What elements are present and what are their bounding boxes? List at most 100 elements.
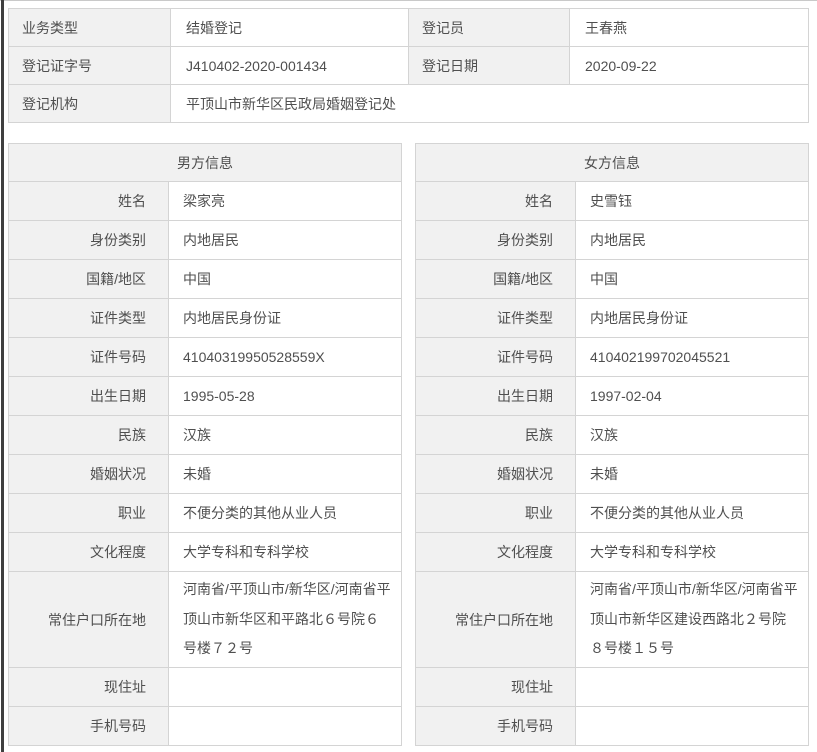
field-label: 职业 [415,493,576,533]
table-row: 姓名 梁家亮 [8,181,402,221]
field-value: 大学专科和专科学校 [168,532,402,572]
field-label: 职业 [8,493,169,533]
field-value [168,667,402,707]
field-label: 身份类别 [415,220,576,260]
field-label: 婚姻状况 [415,454,576,494]
field-label: 现住址 [415,667,576,707]
field-value: 不便分类的其他从业人员 [168,493,402,533]
cert-number-label: 登记证字号 [8,46,171,85]
table-row: 职业 不便分类的其他从业人员 [415,493,809,533]
field-value: 1997-02-04 [575,376,809,416]
male-table-title: 男方信息 [8,143,402,182]
table-row: 国籍/地区 中国 [415,259,809,299]
table-row: 身份类别 内地居民 [8,220,402,260]
table-row: 国籍/地区 中国 [8,259,402,299]
table-header-row: 女方信息 [415,143,809,182]
table-row: 姓名 史雪钰 [415,181,809,221]
agency-label: 登记机构 [8,84,171,123]
field-label: 婚姻状况 [8,454,169,494]
field-label: 文化程度 [8,532,169,572]
field-value [575,706,809,746]
table-row: 登记机构 平顶山市新华区民政局婚姻登记处 [8,84,809,123]
field-value: 史雪钰 [575,181,809,221]
field-value: 汉族 [575,415,809,455]
field-label: 证件号码 [8,337,169,377]
table-row: 文化程度 大学专科和专科学校 [8,532,402,572]
field-value [575,667,809,707]
table-row: 现住址 [415,667,809,707]
table-row: 文化程度 大学专科和专科学校 [415,532,809,572]
cert-number-value: J410402-2020-001434 [170,46,409,85]
table-row: 职业 不便分类的其他从业人员 [8,493,402,533]
table-row: 证件号码 41040319950528559X [8,337,402,377]
field-value: 未婚 [168,454,402,494]
page-top-edge [0,0,817,1]
field-value: 河南省/平顶山市/新华区/河南省平顶山市新华区和平路北６号院６号楼７２号 [168,571,402,668]
field-value [168,706,402,746]
table-row: 常住户口所在地 河南省/平顶山市/新华区/河南省平顶山市新华区建设西路北２号院８… [415,571,809,668]
table-row: 手机号码 [8,706,402,746]
table-row: 业务类型 结婚登记 登记员 王春燕 [8,8,809,47]
field-label: 现住址 [8,667,169,707]
field-label: 证件号码 [415,337,576,377]
business-type-label: 业务类型 [8,8,171,47]
table-row: 身份类别 内地居民 [415,220,809,260]
field-label: 常住户口所在地 [8,571,169,668]
reg-date-label: 登记日期 [408,46,570,85]
field-value: 不便分类的其他从业人员 [575,493,809,533]
field-value: 中国 [575,259,809,299]
table-row: 常住户口所在地 河南省/平顶山市/新华区/河南省平顶山市新华区和平路北６号院６号… [8,571,402,668]
field-label: 证件类型 [415,298,576,338]
table-row: 出生日期 1997-02-04 [415,376,809,416]
field-value: 内地居民 [575,220,809,260]
field-label: 姓名 [415,181,576,221]
table-row: 婚姻状况 未婚 [8,454,402,494]
field-value: 未婚 [575,454,809,494]
field-value: 内地居民身份证 [168,298,402,338]
field-label: 身份类别 [8,220,169,260]
field-label: 民族 [415,415,576,455]
registration-summary-table: 业务类型 结婚登记 登记员 王春燕 登记证字号 J410402-2020-001… [8,8,809,123]
table-row: 证件类型 内地居民身份证 [415,298,809,338]
female-info-table: 女方信息 姓名 史雪钰 身份类别 内地居民 国籍/地区 中国 证件类型 内地居民… [415,143,809,746]
field-label: 国籍/地区 [415,259,576,299]
field-value: 汉族 [168,415,402,455]
field-label: 姓名 [8,181,169,221]
business-type-value: 结婚登记 [170,8,409,47]
table-row: 登记证字号 J410402-2020-001434 登记日期 2020-09-2… [8,46,809,85]
reg-date-value: 2020-09-22 [569,46,809,85]
table-header-row: 男方信息 [8,143,402,182]
field-label: 手机号码 [8,706,169,746]
table-row: 民族 汉族 [415,415,809,455]
field-value: 410402199702045521 [575,337,809,377]
table-row: 婚姻状况 未婚 [415,454,809,494]
field-value: 41040319950528559X [168,337,402,377]
field-label: 常住户口所在地 [415,571,576,668]
table-row: 证件号码 410402199702045521 [415,337,809,377]
table-row: 民族 汉族 [8,415,402,455]
female-table-title: 女方信息 [415,143,809,182]
field-label: 出生日期 [8,376,169,416]
field-label: 出生日期 [415,376,576,416]
table-row: 出生日期 1995-05-28 [8,376,402,416]
field-label: 国籍/地区 [8,259,169,299]
field-value: 河南省/平顶山市/新华区/河南省平顶山市新华区建设西路北２号院８号楼１５号 [575,571,809,668]
registrar-name: 王春燕 [569,8,809,47]
person-info-section: 男方信息 姓名 梁家亮 身份类别 内地居民 国籍/地区 中国 证件类型 内地居民… [8,143,809,746]
field-label: 手机号码 [415,706,576,746]
field-value: 1995-05-28 [168,376,402,416]
registrar-label: 登记员 [408,8,570,47]
field-label: 证件类型 [8,298,169,338]
field-label: 民族 [8,415,169,455]
field-value: 中国 [168,259,402,299]
table-row: 手机号码 [415,706,809,746]
male-info-table: 男方信息 姓名 梁家亮 身份类别 内地居民 国籍/地区 中国 证件类型 内地居民… [8,143,402,746]
field-value: 内地居民 [168,220,402,260]
field-label: 文化程度 [415,532,576,572]
page-left-edge [1,0,4,752]
field-value: 内地居民身份证 [575,298,809,338]
field-value: 梁家亮 [168,181,402,221]
table-row: 证件类型 内地居民身份证 [8,298,402,338]
field-value: 大学专科和专科学校 [575,532,809,572]
agency-value: 平顶山市新华区民政局婚姻登记处 [170,84,809,123]
